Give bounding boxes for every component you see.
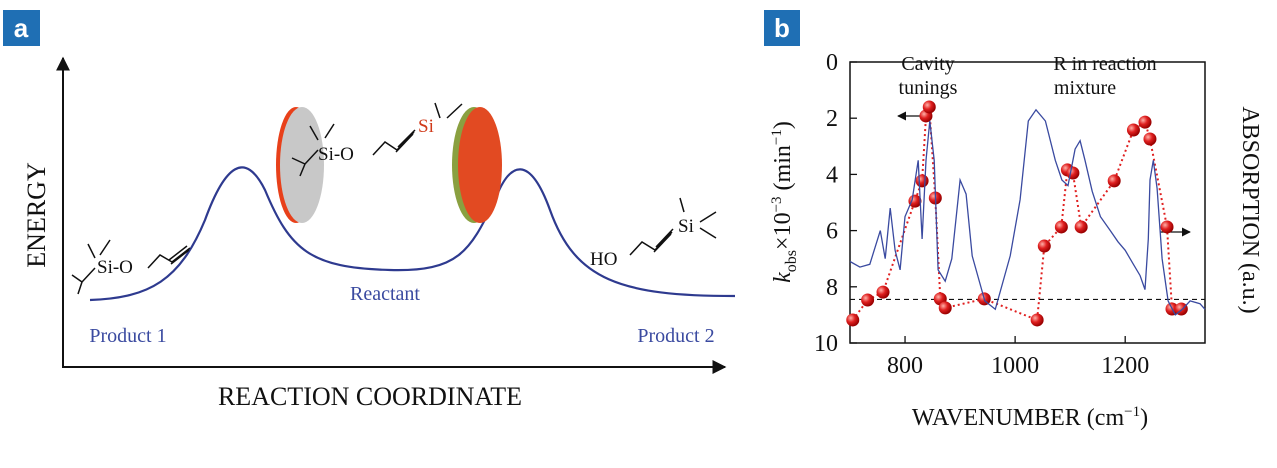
y-tick-label: 0 [826,50,838,76]
badge [764,10,800,46]
y-tick-label: 4 [826,162,838,188]
x-label: WAVENUMBER (cm−1) [912,404,1148,431]
y-label-part: −3 [769,196,785,212]
state-label: Reactant [350,283,420,305]
molecule-drawing [629,197,717,256]
data-point [1074,220,1088,234]
y-tick-label: 10 [814,331,838,357]
energy-curve [89,166,736,302]
annotation: mixture [1054,77,1116,99]
data-point [938,301,952,315]
data-point [1030,313,1044,327]
data-point [1143,132,1157,146]
data-point [1126,123,1140,137]
data-point [1037,239,1051,253]
x-label-part: −1 [1124,404,1140,420]
panel-label: b [774,13,790,43]
molecule-label: Si-O [97,257,133,278]
y-label-part: k [770,272,796,283]
x-label: REACTION COORDINATE [218,382,522,411]
y-tick-label: 6 [826,219,838,245]
y-tick-label: 8 [826,275,838,301]
data-point [876,285,890,299]
state-label: Product 2 [637,325,714,347]
data-point [861,293,875,307]
y-label: kobs×10−3 (min−1) [769,121,800,283]
x-tick-label: 1000 [991,353,1039,379]
x-label-part: WAVENUMBER (cm [912,405,1125,431]
data-point [846,313,860,327]
molecule-label: Si [418,116,434,137]
y-tick-label: 2 [826,106,838,132]
molecule-label: HO [590,249,617,270]
absorption-line [849,108,1206,316]
data-point [1054,220,1068,234]
molecule-drawing [291,102,463,177]
molecule-label: Si [678,216,694,237]
panel-a: a ENERGY REACTION COORDINATE Product 1 R… [3,10,736,411]
data-point [915,174,929,188]
y-label-part: obs [783,250,800,272]
data-point [1160,220,1174,234]
x-tick-label: 1200 [1101,353,1149,379]
badge [3,10,40,46]
annotation: R in reaction [1053,53,1156,75]
annotation: Cavity [901,53,954,75]
plot-frame [849,61,1206,344]
data-point [922,100,936,114]
annotation: tunings [899,77,958,99]
y-label-part: ) [770,121,796,129]
panel-b: b ABSORPTION (a.u.) Cavity tunings R in … [764,10,1263,431]
state-label: Product 1 [89,325,166,347]
x-label-part: ) [1140,405,1148,431]
x-tick-label: 800 [887,353,923,379]
data-point [1107,174,1121,188]
mirror [458,107,502,223]
y-label-part: −1 [769,129,785,145]
panel-label: a [14,13,29,43]
y2-label: ABSORPTION (a.u.) [1237,106,1263,313]
data-point [908,194,922,208]
molecule-label: Si-O [318,144,354,165]
y-label: ENERGY [22,162,51,268]
data-point [1138,115,1152,129]
y-label-part: (min [770,145,796,196]
mirror [280,107,324,223]
molecule-drawing [71,239,191,295]
data-point [1066,166,1080,180]
y-label-part: ×10 [770,212,796,250]
